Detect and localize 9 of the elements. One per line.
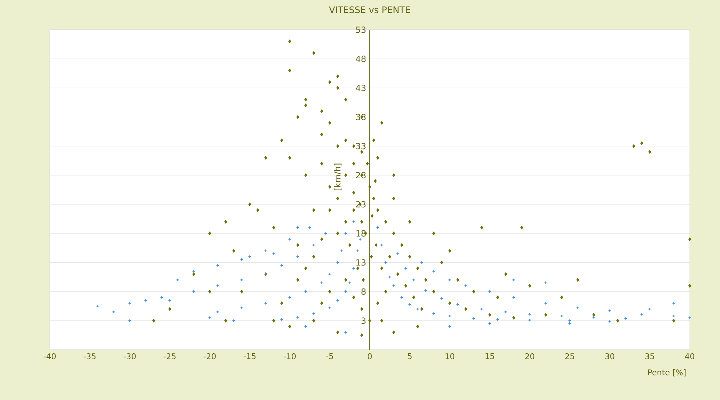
y-tick-label: 33 bbox=[356, 143, 366, 150]
y-axis-title: [km/h] bbox=[334, 164, 342, 190]
y-tick-label: 8 bbox=[362, 288, 366, 296]
y-tick-label: 13 bbox=[356, 260, 366, 266]
chart-title: VITESSE vs PENTE bbox=[329, 6, 410, 14]
y-tick-label: 53 bbox=[356, 26, 366, 34]
y-tick-label: 48 bbox=[356, 56, 366, 62]
y-tick-label: 43 bbox=[356, 84, 366, 92]
y-tick-label: 3 bbox=[362, 318, 366, 324]
